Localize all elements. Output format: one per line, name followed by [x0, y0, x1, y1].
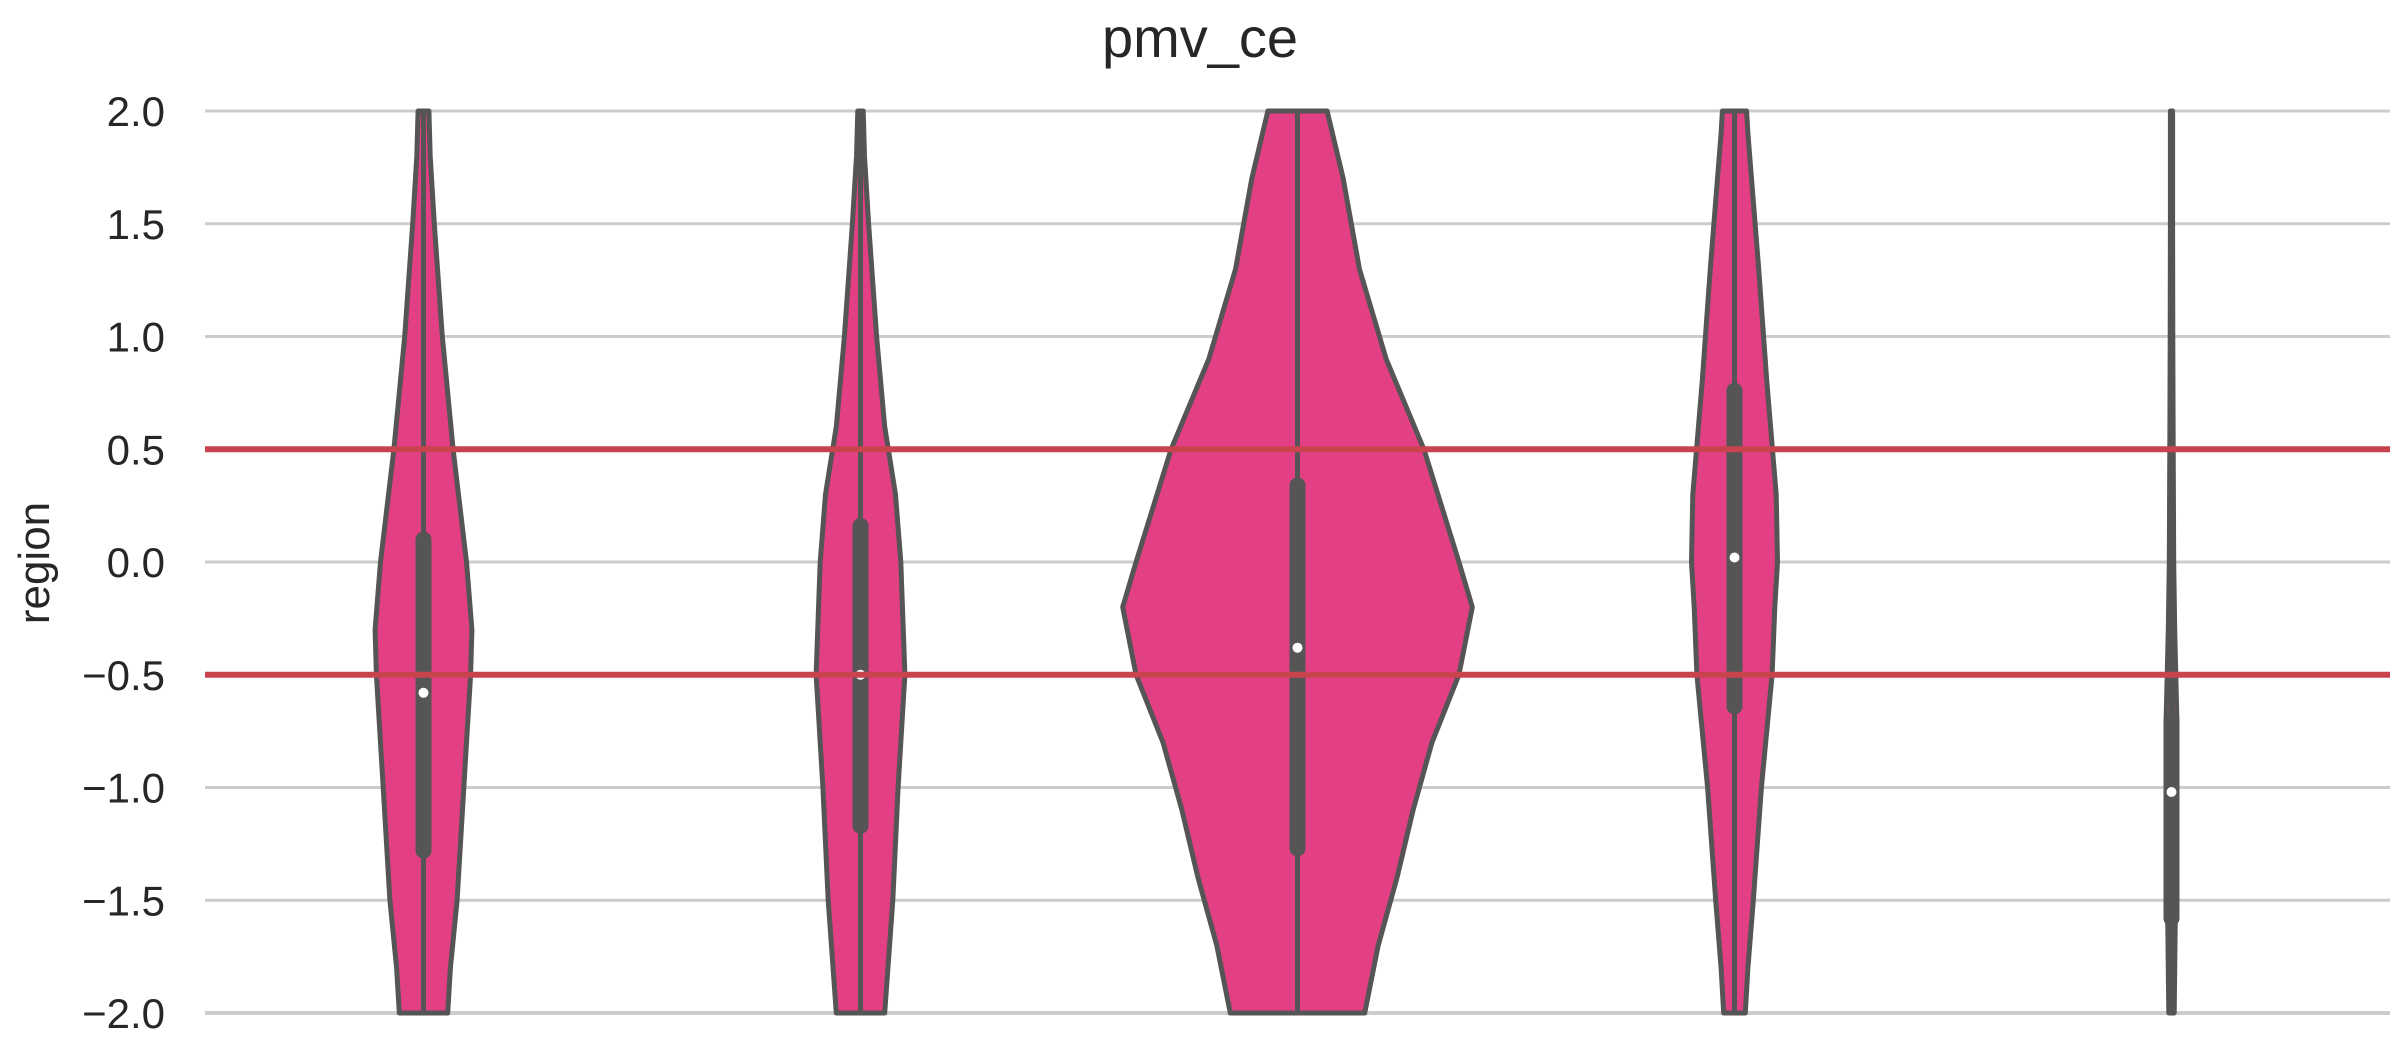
violin-3	[1120, 108, 1475, 1016]
y-tick-labels: 2.0 1.5 1.0 0.5 0.0 −0.5 −1.0 −1.5 −2.0	[82, 88, 165, 1037]
violin-median-dot	[2166, 787, 2177, 798]
y-tick-label: −0.5	[82, 652, 165, 699]
y-tick-label: −1.5	[82, 877, 165, 924]
violin-median-dot	[1729, 552, 1740, 563]
chart-title: pmv_ce	[1102, 6, 1298, 69]
y-tick-label: 1.0	[107, 314, 165, 361]
violin-median-dot	[418, 687, 429, 698]
violins	[372, 108, 2180, 1016]
violin-4	[1689, 108, 1780, 1016]
violin-5	[2163, 108, 2180, 1016]
reference-lines	[205, 446, 2390, 678]
y-tick-label: −2.0	[82, 990, 165, 1037]
y-tick-label: 0.5	[107, 426, 165, 473]
violin-2	[813, 108, 908, 1016]
y-tick-label: 2.0	[107, 88, 165, 135]
y-tick-label: 1.5	[107, 201, 165, 248]
y-tick-label: −1.0	[82, 765, 165, 812]
violin-median-dot	[1292, 642, 1303, 653]
violin-1	[372, 108, 475, 1016]
y-tick-label: 0.0	[107, 539, 165, 586]
y-axis-title: region	[10, 502, 59, 624]
